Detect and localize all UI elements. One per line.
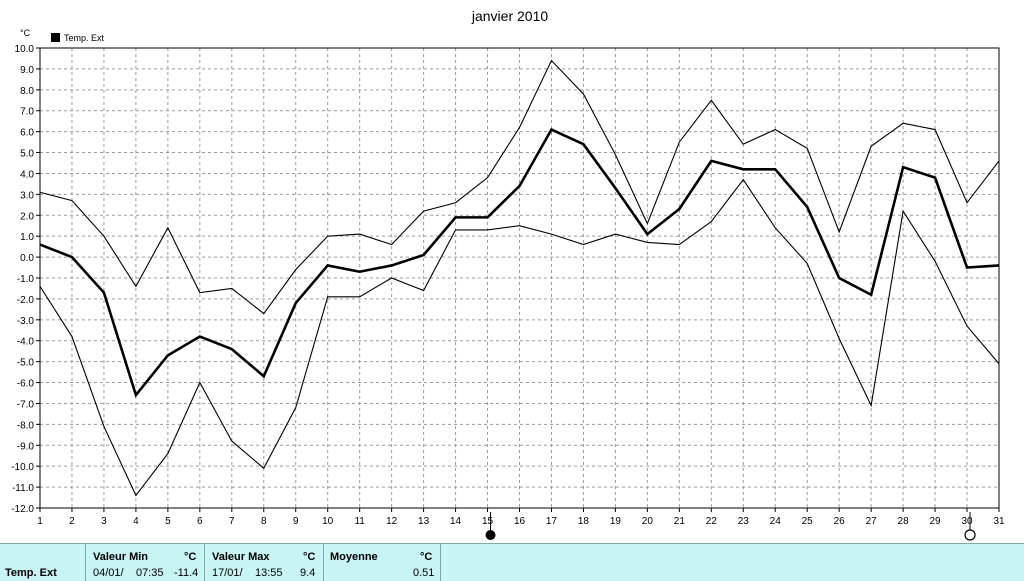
min-date: 04/01/ <box>93 567 124 579</box>
stats-bar: Temp. Ext Valeur Min °C 04/01/ 07:35 -11… <box>0 543 1024 581</box>
stats-series-label: Temp. Ext <box>5 567 57 579</box>
avg-unit: °C <box>420 551 433 563</box>
y-tick-label: 6.0 <box>20 128 34 139</box>
x-tick-label: 13 <box>418 516 430 527</box>
x-tick-label: 12 <box>386 516 398 527</box>
new-moon-marker <box>964 529 976 541</box>
y-tick-label: -8.0 <box>17 420 35 431</box>
series-line-max <box>39 59 1000 315</box>
series-lines <box>39 59 1000 497</box>
min-time: 07:35 <box>136 567 164 579</box>
avg-value: 0.51 <box>413 567 435 579</box>
x-tick-label: 30 <box>961 516 973 527</box>
y-tick-label: -5.0 <box>17 358 35 369</box>
x-tick-label: 14 <box>450 516 462 527</box>
stats-series-cell: Temp. Ext <box>0 544 86 581</box>
y-tick-label: -4.0 <box>17 337 35 348</box>
x-tick-label: 11 <box>354 516 365 527</box>
min-header: Valeur Min <box>93 551 149 563</box>
y-tick-label: -3.0 <box>17 316 35 327</box>
max-date: 17/01/ <box>212 567 243 579</box>
max-value: 9.4 <box>300 567 316 579</box>
y-tick-label: -7.0 <box>17 399 35 410</box>
y-axis-unit: °C <box>20 28 31 38</box>
x-tick-label: 5 <box>165 516 171 527</box>
y-tick-label: 0.0 <box>20 253 34 264</box>
axes: 10.0 9.0 8.0 7.0 6.0 5.0 4.0 3.0 2.0 1.0 0.0 -1.0 -2… <box>11 44 1005 527</box>
x-tick-label: 26 <box>834 516 846 527</box>
x-tick-label: 6 <box>197 516 203 527</box>
y-tick-label: -6.0 <box>17 379 35 390</box>
x-tick-label: 7 <box>229 516 235 527</box>
x-tick-label: 1 <box>37 516 43 527</box>
y-tick-label: -10.0 <box>11 462 34 473</box>
y-tick-label: 4.0 <box>20 169 34 180</box>
x-tick-label: 31 <box>993 516 1005 527</box>
y-tick-label: 7.0 <box>20 107 34 118</box>
legend-swatch <box>51 33 60 42</box>
stats-avg-cell: Moyenne °C 0.51 <box>324 544 441 581</box>
x-tick-label: 19 <box>610 516 622 527</box>
min-unit: °C <box>184 551 197 563</box>
y-tick-label: 2.0 <box>20 211 34 222</box>
max-time: 13:55 <box>255 567 283 579</box>
stats-min-cell: Valeur Min °C 04/01/ 07:35 -11.4 <box>86 544 205 581</box>
y-tick-label: 10.0 <box>15 44 35 55</box>
y-tick-label: 3.0 <box>20 190 34 201</box>
x-tick-label: 25 <box>802 516 814 527</box>
y-tick-label: -12.0 <box>11 504 34 515</box>
x-tick-label: 9 <box>293 516 299 527</box>
grid <box>40 47 999 509</box>
y-tick-label: -2.0 <box>17 295 35 306</box>
series-line-min <box>39 178 1000 497</box>
y-tick-label: 8.0 <box>20 86 34 97</box>
x-tick-label: 15 <box>482 516 494 527</box>
x-tick-label: 23 <box>738 516 750 527</box>
moon-markers <box>485 512 976 541</box>
chart-title: janvier 2010 <box>471 8 548 24</box>
y-tick-label: -9.0 <box>17 441 35 452</box>
avg-header: Moyenne <box>330 551 378 563</box>
x-tick-label: 8 <box>261 516 267 527</box>
x-tick-label: 2 <box>69 516 75 527</box>
y-tick-label: -11.0 <box>12 483 34 494</box>
x-tick-label: 29 <box>930 516 942 527</box>
series-line-avg <box>39 127 1000 398</box>
plot-frame <box>39 47 1000 509</box>
full-moon-marker <box>485 530 496 540</box>
x-tick-label: 28 <box>898 516 910 527</box>
x-tick-label: 10 <box>322 516 334 527</box>
x-tick-label: 18 <box>578 516 590 527</box>
x-tick-label: 17 <box>546 516 558 527</box>
x-tick-label: 22 <box>706 516 718 527</box>
x-tick-label: 3 <box>101 516 107 527</box>
y-tick-label: 1.0 <box>20 232 34 243</box>
x-tick-label: 4 <box>133 516 139 527</box>
x-tick-label: 21 <box>674 516 686 527</box>
min-value: -11.4 <box>174 567 199 579</box>
max-unit: °C <box>303 551 316 563</box>
x-tick-label: 24 <box>770 516 782 527</box>
x-tick-label: 27 <box>866 516 878 527</box>
y-tick-label: 9.0 <box>20 65 34 76</box>
chart: janvier 2010 °C Temp. Ext 10.09.08.07.06… <box>11 8 1005 541</box>
y-tick-label: 5.0 <box>20 149 34 160</box>
legend-label: Temp. Ext <box>64 33 105 43</box>
stats-max-cell: Valeur Max °C 17/01/ 13:55 9.4 <box>205 544 324 581</box>
max-header: Valeur Max <box>212 551 270 563</box>
x-tick-label: 20 <box>642 516 654 527</box>
x-tick-label: 16 <box>514 516 526 527</box>
y-tick-label: -1.0 <box>17 274 35 285</box>
